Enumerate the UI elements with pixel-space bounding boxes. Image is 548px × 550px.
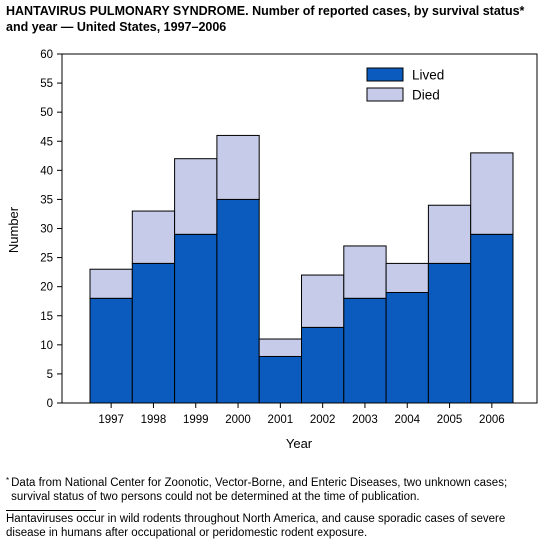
legend-label-lived: Lived <box>412 68 444 83</box>
y-tick-label: 20 <box>40 282 53 294</box>
y-tick-label: 30 <box>40 224 53 236</box>
bar-lived-2001 <box>258 355 303 404</box>
footnote-marker: * <box>6 476 10 485</box>
bar-lived-2002 <box>301 326 345 404</box>
bars-group <box>89 134 514 404</box>
bar-lived-2006 <box>470 233 514 404</box>
y-tick-label: 15 <box>40 311 53 323</box>
bar-died-1997 <box>89 268 133 299</box>
y-tick-label: 60 <box>40 49 53 61</box>
bar-lived-2004 <box>385 291 429 404</box>
x-tick-label: 2005 <box>437 414 463 426</box>
bar-lived-1999 <box>174 233 218 404</box>
x-tick-label: 2002 <box>310 414 336 426</box>
y-tick-label: 35 <box>40 194 53 206</box>
bar-lived-2000 <box>216 198 260 404</box>
footnote-text: Data from National Center for Zoonotic, … <box>11 477 508 503</box>
bar-died-2003 <box>343 245 387 299</box>
bar-lived-2005 <box>427 262 472 404</box>
legend-swatch-died <box>366 87 404 102</box>
bar-died-2001 <box>258 338 303 357</box>
bar-lived-1998 <box>131 262 176 404</box>
chart-title: HANTAVIRUS PULMONARY SYNDROME. Number of… <box>6 4 525 34</box>
bar-lived-2003 <box>343 297 387 404</box>
legend: Lived Died <box>366 67 444 103</box>
bar-died-2005 <box>427 204 472 264</box>
stacked-bar-chart: 0 5 10 15 20 25 30 35 40 45 50 55 60 1997 1998 1999 200… <box>6 49 538 451</box>
y-axis-label: Number <box>6 206 21 253</box>
y-tick-label: 50 <box>40 107 53 119</box>
y-tick-label: 40 <box>40 165 53 177</box>
x-tick-label: 1998 <box>141 414 167 426</box>
y-axis: 0 5 10 15 20 25 30 35 40 45 50 55 60 <box>40 49 62 410</box>
legend-label-died: Died <box>412 88 440 103</box>
bar-died-2002 <box>301 274 345 328</box>
footnote-divider <box>6 510 96 511</box>
x-tick-label: 2001 <box>268 414 294 426</box>
footnote: * Data from National Center for Zoonotic… <box>6 476 542 504</box>
legend-swatch-lived <box>366 67 404 82</box>
x-tick-label: 2004 <box>394 414 420 426</box>
y-tick-label: 5 <box>47 369 53 381</box>
bar-died-2004 <box>385 262 429 293</box>
y-tick-label: 45 <box>40 136 53 148</box>
bar-died-2000 <box>216 134 260 200</box>
bar-died-1998 <box>131 210 176 264</box>
x-tick-label: 2006 <box>479 414 505 426</box>
y-tick-label: 0 <box>47 398 53 410</box>
y-tick-label: 55 <box>40 78 53 90</box>
y-tick-label: 25 <box>40 253 53 265</box>
bar-lived-1997 <box>89 297 133 404</box>
bar-died-2006 <box>470 152 514 235</box>
y-tick-label: 10 <box>40 340 53 352</box>
bar-died-1999 <box>174 158 218 235</box>
x-tick-label: 2000 <box>225 414 251 426</box>
x-axis-label: Year <box>286 436 313 451</box>
chart-caption: Hantaviruses occur in wild rodents throu… <box>6 513 506 539</box>
x-tick-label: 1999 <box>183 414 209 426</box>
x-tick-label: 2003 <box>352 414 378 426</box>
x-tick-label: 1997 <box>98 414 124 426</box>
x-axis: 1997 1998 1999 2000 2001 2002 2003 2004 2005 2006 <box>98 403 505 426</box>
